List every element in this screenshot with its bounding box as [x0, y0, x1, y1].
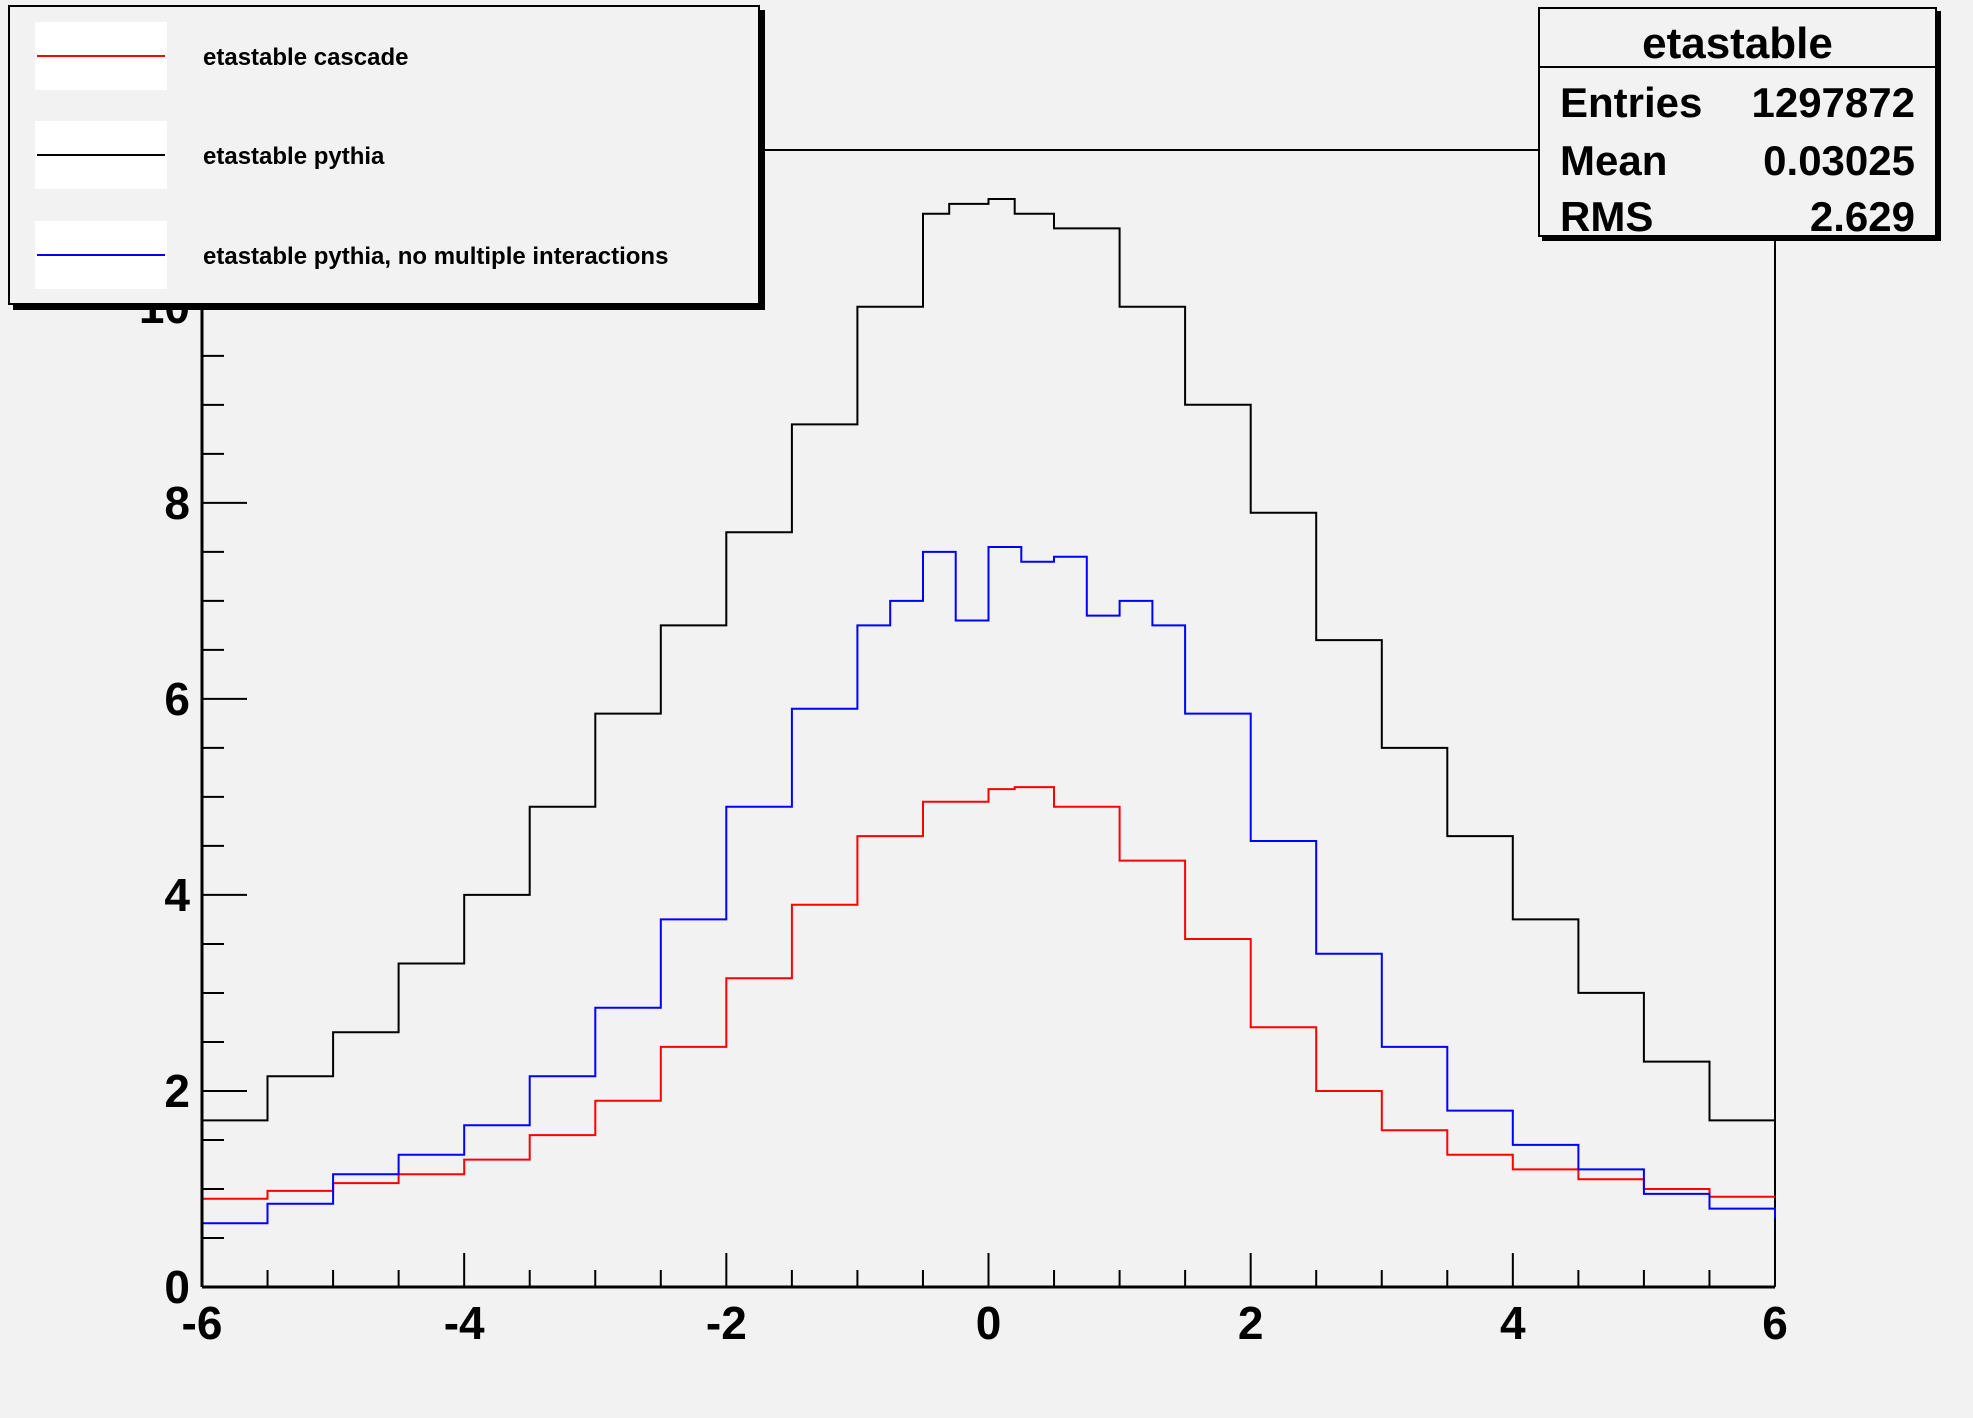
- stats-row-mean: Mean 0.03025: [1560, 133, 1915, 189]
- legend-label: etastable pythia, no multiple interactio…: [203, 243, 669, 270]
- y-tick-label: 4: [164, 869, 190, 921]
- series-line-1: [202, 198, 1775, 1122]
- x-tick-label: 2: [1238, 1297, 1264, 1349]
- legend-line-black: [37, 154, 165, 156]
- x-tick-label: -6: [182, 1297, 223, 1349]
- legend-label: etastable cascade: [203, 44, 409, 71]
- x-tick-label: 6: [1762, 1297, 1788, 1349]
- legend-swatch: [35, 221, 167, 289]
- stats-box: etastable Entries 1297872 Mean 0.03025 R…: [1538, 7, 1937, 240]
- legend-item-pythia: etastable pythia: [35, 121, 735, 189]
- x-tick-label: 4: [1500, 1297, 1526, 1349]
- stats-value: 2.629: [1809, 193, 1915, 240]
- stats-row-entries: Entries 1297872: [1560, 75, 1915, 131]
- legend-item-pythia-nomi: etastable pythia, no multiple interactio…: [35, 221, 735, 289]
- stats-key: RMS: [1560, 193, 1654, 240]
- series-line-0: [202, 786, 1775, 1200]
- x-tick-label: -2: [706, 1297, 747, 1349]
- stats-key: Mean: [1560, 137, 1668, 184]
- legend-swatch: [35, 121, 167, 189]
- stats-value: 0.03025: [1763, 137, 1915, 184]
- stats-title: etastable: [1540, 9, 1935, 68]
- stats-key: Entries: [1560, 79, 1703, 126]
- legend-swatch: [35, 22, 167, 90]
- stats-value: 1297872: [1751, 79, 1915, 126]
- legend-line-blue: [37, 254, 165, 256]
- series-layer: [202, 198, 1776, 1225]
- series-line-2: [202, 546, 1776, 1225]
- y-tick-label: 8: [164, 477, 190, 529]
- legend-line-red: [37, 55, 165, 57]
- legend-label: etastable pythia: [203, 143, 385, 170]
- legend-item-cascade: etastable cascade: [35, 22, 735, 90]
- x-tick-label: -4: [444, 1297, 485, 1349]
- x-tick-label: 0: [976, 1297, 1002, 1349]
- x-tick-layer: -6 -4 -2 0 2 4 6: [182, 1253, 1788, 1349]
- legend: etastable cascade etastable pythia etast…: [8, 5, 760, 305]
- stats-row-rms: RMS 2.629: [1560, 189, 1915, 245]
- y-tick-label: 6: [164, 673, 190, 725]
- y-tick-label: 2: [164, 1065, 190, 1117]
- y-tick-label: 0: [164, 1261, 190, 1313]
